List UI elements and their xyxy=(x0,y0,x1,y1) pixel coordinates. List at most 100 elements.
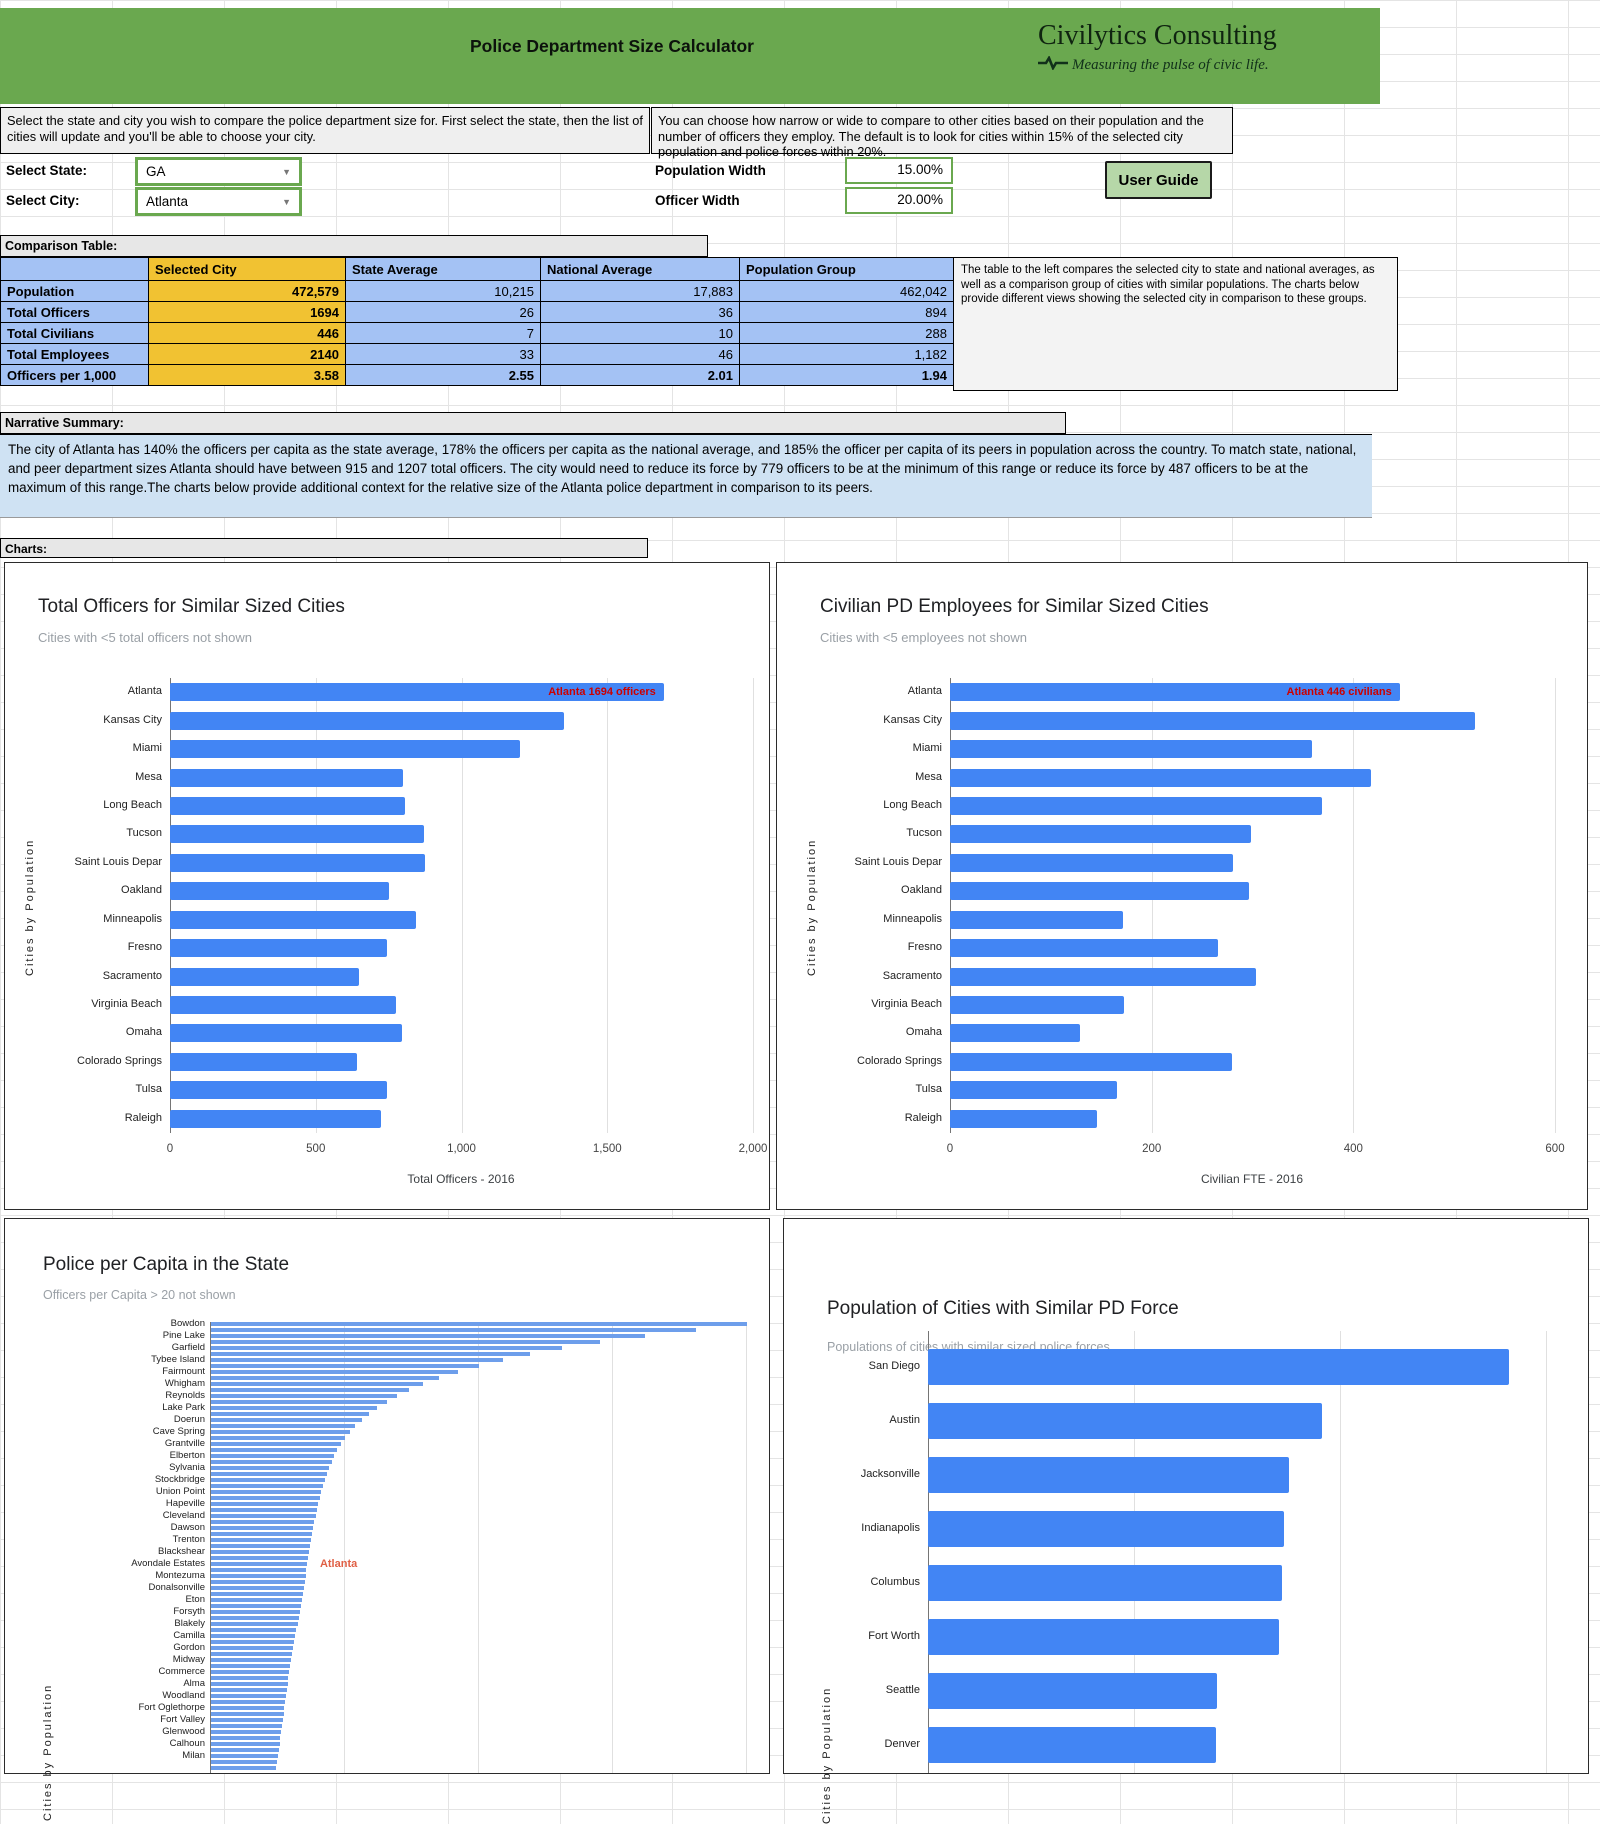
thin-bar xyxy=(211,1442,341,1446)
x-tick-label: 200 xyxy=(1142,1143,1162,1155)
brand-tagline-row: Measuring the pulse of civic life. xyxy=(1038,55,1368,75)
bar xyxy=(928,1349,1509,1385)
table-row: Population 472,579 10,215 17,883 462,042 xyxy=(0,280,954,302)
bar xyxy=(950,768,1372,787)
select-state-label: Select State: xyxy=(6,163,88,178)
thin-bar xyxy=(211,1586,304,1590)
bar-category-label: Dawson xyxy=(170,1522,205,1533)
bar-category-label: San Diego xyxy=(868,1360,920,1372)
x-tick-label: 1,000 xyxy=(447,1143,476,1155)
bar-category-label: Avondale Estates xyxy=(131,1558,205,1569)
bar-category-label: Virginia Beach xyxy=(91,998,162,1011)
thin-bar xyxy=(211,1376,439,1380)
y-axis-line xyxy=(210,1322,211,1773)
row-label-cell: Total Employees xyxy=(0,343,149,365)
value-cell: 2.01 xyxy=(540,364,740,386)
select-city-label: Select City: xyxy=(6,193,80,208)
narrative-section-label: Narrative Summary: xyxy=(0,412,1066,434)
value-cell: 46 xyxy=(540,343,740,365)
bar-category-label: Commerce xyxy=(158,1666,205,1677)
value-cell: 26 xyxy=(345,301,541,323)
bar xyxy=(170,996,396,1015)
user-guide-button[interactable]: User Guide xyxy=(1105,161,1212,199)
page-title: Police Department Size Calculator xyxy=(470,36,754,56)
bar-category-label: Eton xyxy=(185,1594,205,1605)
brand-name: Civilytics Consulting xyxy=(1038,20,1277,51)
bar-category-label: Bowdon xyxy=(170,1318,205,1329)
bar-category-label: Pine Lake xyxy=(162,1330,205,1341)
city-dropdown[interactable]: Atlanta ▼ xyxy=(135,187,302,216)
value-cell: 288 xyxy=(739,322,954,344)
bar xyxy=(950,1052,1233,1071)
state-dropdown[interactable]: GA ▼ xyxy=(135,157,302,186)
bar-category-label: Forsyth xyxy=(173,1606,205,1617)
comparison-header-cell xyxy=(0,257,149,281)
chart2-title: Civilian PD Employees for Similar Sized … xyxy=(820,596,1209,617)
bar xyxy=(170,1052,357,1071)
bar-category-label: Long Beach xyxy=(103,798,162,811)
thin-bar xyxy=(211,1466,330,1470)
thin-bar xyxy=(211,1730,282,1734)
selected-city-annotation: Atlanta xyxy=(319,1558,358,1570)
thin-bar xyxy=(211,1706,285,1710)
value-cell: 1694 xyxy=(148,301,346,323)
bar-category-label: Tucson xyxy=(906,827,942,840)
row-label-cell: Total Civilians xyxy=(0,322,149,344)
thin-bar xyxy=(211,1370,458,1374)
x-tick-label: 0 xyxy=(946,1143,954,1155)
thin-bar xyxy=(211,1532,312,1536)
bar xyxy=(170,1024,402,1043)
bar xyxy=(928,1403,1322,1439)
instructions-left: Select the state and city you wish to co… xyxy=(0,107,650,154)
population-width-input[interactable]: 15.00% xyxy=(845,157,953,184)
bar xyxy=(950,967,1256,986)
bar xyxy=(950,825,1252,844)
thin-bar xyxy=(211,1556,308,1560)
bar-category-label: Omaha xyxy=(125,1026,162,1039)
value-cell: 472,579 xyxy=(148,280,346,302)
value-cell: 36 xyxy=(540,301,740,323)
thin-bar xyxy=(211,1334,646,1338)
chart1-x-axis-title: Total Officers - 2016 xyxy=(407,1172,515,1186)
thin-bar xyxy=(211,1592,303,1596)
bar xyxy=(950,853,1234,872)
bar-category-label: Minneapolis xyxy=(883,912,942,925)
x-tick-label: 600 xyxy=(1545,1143,1565,1155)
bar-category-label: Tulsa xyxy=(915,1083,943,1096)
thin-bar xyxy=(211,1598,302,1602)
thin-bar xyxy=(211,1526,313,1530)
thin-bar xyxy=(211,1712,284,1716)
thin-bar xyxy=(211,1388,410,1392)
bar xyxy=(170,1109,382,1128)
bar xyxy=(170,939,388,958)
comparison-header-cell: Selected City xyxy=(148,257,346,281)
thin-bar xyxy=(211,1700,286,1704)
population-width-label: Population Width xyxy=(655,163,766,178)
thin-bar xyxy=(211,1520,315,1524)
thin-bar xyxy=(211,1646,294,1650)
thin-bar xyxy=(211,1484,324,1488)
bar xyxy=(928,1511,1284,1547)
bar-category-label: Miami xyxy=(132,742,162,755)
bar-category-label: Saint Louis Depar xyxy=(854,855,942,868)
thin-bar xyxy=(211,1364,479,1368)
header-banner xyxy=(0,8,1380,104)
bar-category-label: Kansas City xyxy=(103,713,162,726)
x-gridline xyxy=(612,1322,613,1773)
thin-bar xyxy=(211,1718,283,1722)
thin-bar xyxy=(211,1724,283,1728)
bar xyxy=(170,967,360,986)
officer-width-input[interactable]: 20.00% xyxy=(845,187,953,214)
value-cell: 2.55 xyxy=(345,364,541,386)
bar-category-label: Raleigh xyxy=(904,1111,942,1124)
chevron-down-icon: ▼ xyxy=(282,196,291,207)
bar-category-label: Long Beach xyxy=(883,798,942,811)
bar xyxy=(928,1673,1218,1709)
thin-bar xyxy=(211,1688,287,1692)
thin-bar xyxy=(211,1430,350,1434)
value-cell: 446 xyxy=(148,322,346,344)
thin-bar xyxy=(211,1544,310,1548)
thin-bar xyxy=(211,1652,293,1656)
officer-width-label: Officer Width xyxy=(655,193,740,208)
thin-bar xyxy=(211,1400,387,1404)
